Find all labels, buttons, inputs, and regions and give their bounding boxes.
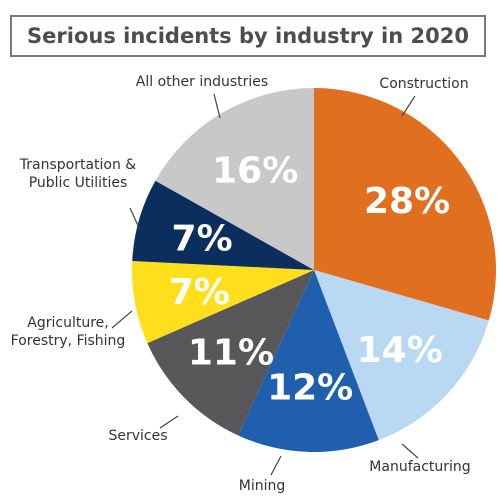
pie-slice-mining (238, 270, 379, 452)
category-label: Agriculture, Forestry, Fishing (11, 315, 126, 349)
leader-line (159, 415, 179, 429)
pie-slice-all-other-industries (155, 87, 314, 270)
leader-line (129, 207, 141, 231)
leader-line (401, 443, 419, 459)
leader-line (401, 95, 416, 117)
category-label: Construction (379, 76, 468, 92)
leader-line (213, 93, 221, 119)
pie-slice-agriculture-forestry-fishing (132, 260, 314, 344)
chart-title: Serious incidents by industry in 2020 (27, 24, 469, 48)
value-label: 16% (212, 150, 298, 191)
value-label: 14% (357, 330, 443, 371)
pie-slice-transportation-public-utilities (132, 180, 314, 270)
pie-slice-services (147, 270, 314, 436)
pie-slice-manufacturing (314, 270, 489, 441)
category-label: All other industries (136, 74, 268, 90)
category-label: Mining (239, 478, 286, 494)
value-label: 11% (188, 333, 274, 374)
leader-line (111, 310, 133, 329)
value-label: 28% (364, 181, 450, 222)
value-label: 7% (172, 219, 233, 260)
pie-slice-construction (314, 88, 497, 321)
category-label: Transportation & Public Utilities (19, 157, 137, 191)
value-label: 7% (169, 272, 230, 313)
value-label: 12% (267, 367, 353, 408)
category-label: Services (108, 428, 167, 444)
leader-line (270, 455, 282, 476)
chart-title-box: Serious incidents by industry in 2020 (10, 15, 486, 57)
category-label: Manufacturing (369, 459, 470, 475)
